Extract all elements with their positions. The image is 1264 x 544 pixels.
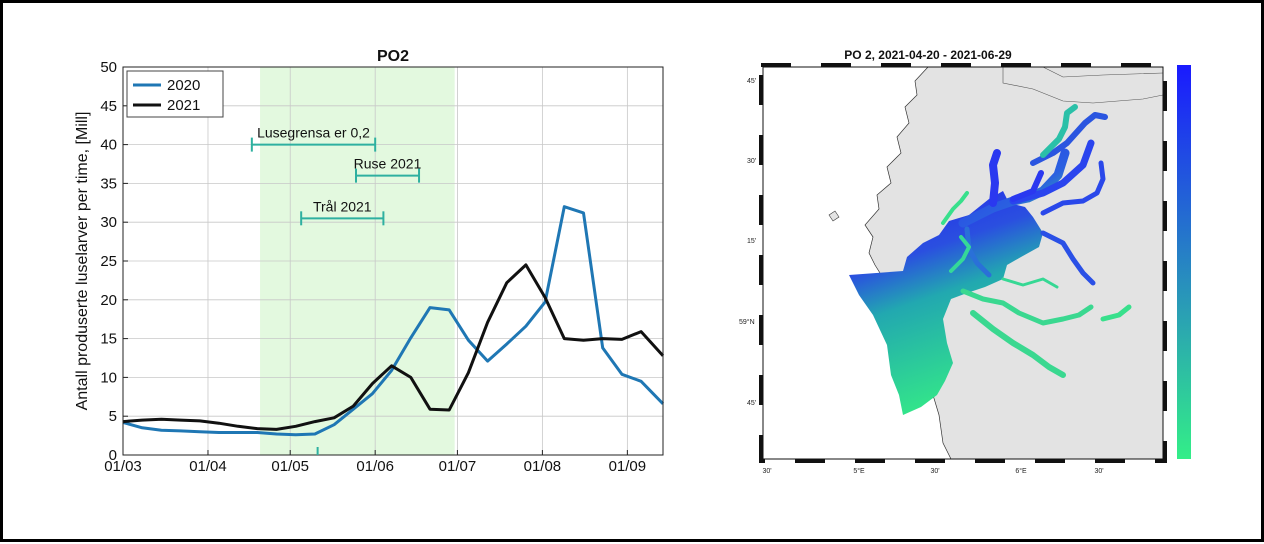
y-axis-ticks: 0 5 10 15 20 25 30 35 40 45 50 xyxy=(100,59,128,464)
map-lon-label: 30' xyxy=(762,468,771,475)
x-tick-label: 01/09 xyxy=(609,458,647,475)
map-fjord-arm xyxy=(1040,160,1106,216)
map-fjord-arm xyxy=(1100,304,1132,322)
y-tick-label: 40 xyxy=(100,137,117,154)
map-lat-label: 30' xyxy=(747,158,756,165)
map-lon-label: 30' xyxy=(1094,468,1103,475)
map-fjord-arm xyxy=(989,149,1001,207)
y-tick-label: 10 xyxy=(100,369,117,386)
y-tick-label: 50 xyxy=(100,59,117,76)
map-lat-label: 45' xyxy=(747,400,756,407)
x-tick-label: 01/06 xyxy=(356,458,394,475)
map-fjord-arm xyxy=(941,191,969,225)
legend-label: 2020 xyxy=(167,77,200,94)
series-line-2020 xyxy=(122,205,665,437)
legend-box xyxy=(126,70,224,118)
figure-canvas: Lusegrensa er 0,2 Ruse 2021 Trål 2021 01/0… xyxy=(74,48,1191,475)
map-fjord-arm xyxy=(964,226,992,278)
map-fjord-arm xyxy=(1040,104,1078,158)
x-tick-label: 01/04 xyxy=(189,458,227,475)
y-tick-label: 25 xyxy=(100,253,117,270)
map-fjord-arm xyxy=(1030,112,1108,166)
series-line-2021 xyxy=(122,263,665,431)
y-tick-label: 15 xyxy=(100,331,117,348)
annotation-label: Trål 2021 xyxy=(313,198,372,214)
y-tick-label: 20 xyxy=(100,292,117,309)
annotation-bars: Lusegrensa er 0,2 Ruse 2021 Trål 2021 xyxy=(250,125,422,226)
map-concentration-field xyxy=(849,191,1043,415)
map-lon-label: 6°E xyxy=(1015,467,1027,475)
y-tick-label: 5 xyxy=(109,408,117,425)
map-fjord-arm xyxy=(949,235,971,273)
legend-label: 2021 xyxy=(167,97,200,114)
map-fjord-arm xyxy=(1001,277,1059,289)
map-title: PO 2, 2021-04-20 - 2021-06-29 xyxy=(844,48,1012,62)
map-border-dashes xyxy=(759,63,1167,463)
chart-title: PO2 xyxy=(377,48,409,65)
map-contour xyxy=(1002,67,1164,104)
legend: 2020 2021 xyxy=(126,70,224,118)
map-panel: PO 2, 2021-04-20 - 2021-06-29 xyxy=(739,48,1191,475)
map-fjord-arm xyxy=(970,310,1066,378)
y-tick-label: 35 xyxy=(100,175,117,192)
y-axis-label: Antall produserte luselarver per time, [… xyxy=(74,112,91,411)
y-tick-label: 45 xyxy=(100,98,117,115)
line-chart: Lusegrensa er 0,2 Ruse 2021 Trål 2021 01/0… xyxy=(74,48,665,475)
annotation-label: Ruse 2021 xyxy=(354,156,422,172)
map-lon-label: 30' xyxy=(930,468,939,475)
map-lat-label: 45' xyxy=(747,78,756,85)
map-lat-label: 15' xyxy=(747,238,756,245)
x-tick-label: 01/03 xyxy=(104,458,142,475)
map-lat-label: 59°N xyxy=(739,318,755,326)
map-lon-labels: 30' 5°E 30' 6°E 30' xyxy=(762,467,1103,475)
y-tick-label: 30 xyxy=(100,214,117,231)
x-axis-ticks: 01/03 01/04 01/05 01/06 01/07 01/08 01/09 xyxy=(104,447,646,475)
map-fjord-arm xyxy=(960,288,1094,326)
x-tick-label: 01/05 xyxy=(271,458,309,475)
colorbar xyxy=(1177,65,1191,459)
x-tick-label: 01/08 xyxy=(524,458,562,475)
y-tick-label: 0 xyxy=(109,447,117,464)
series-lines xyxy=(122,205,665,437)
annotation-label: Lusegrensa er 0,2 xyxy=(257,125,370,141)
map-fjord-arm xyxy=(1009,139,1095,205)
x-tick-label: 01/07 xyxy=(439,458,477,475)
map-contour xyxy=(1042,66,1164,78)
map-fjord-arm xyxy=(1040,230,1096,286)
map-lon-label: 5°E xyxy=(853,467,865,475)
grid-lines xyxy=(123,67,663,455)
map-lat-labels: 45' 30' 15' 59°N 45' xyxy=(739,78,756,407)
map-fjord-arm xyxy=(1010,170,1044,202)
map-island xyxy=(828,210,840,222)
